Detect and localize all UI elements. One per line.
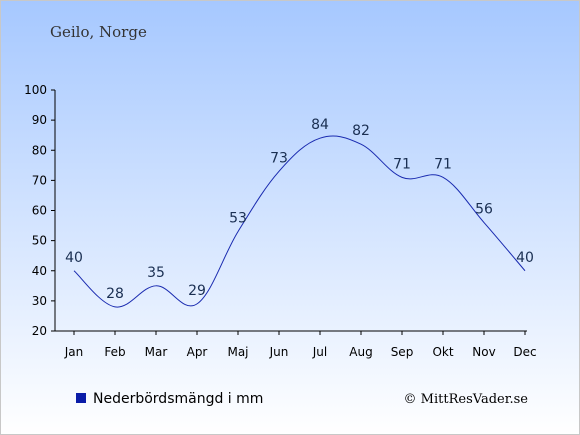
data-label: 35 (147, 265, 165, 281)
y-tick-label: 80 (32, 143, 47, 157)
copyright-text: © MittResVader.se (404, 392, 529, 407)
data-label: 56 (475, 202, 493, 218)
y-tick-label: 40 (32, 264, 47, 278)
x-tick-label: Maj (227, 345, 248, 359)
x-tick-label: Aug (349, 345, 372, 359)
x-tick-label: Apr (187, 345, 208, 359)
y-tick-label: 60 (32, 204, 47, 218)
legend-label: Nederbördsmängd i mm (93, 391, 263, 407)
y-tick-label: 100 (24, 83, 47, 97)
series-line (73, 135, 526, 308)
data-label: 40 (516, 250, 534, 266)
x-tick-label: Sep (391, 345, 414, 359)
data-label: 82 (352, 123, 370, 139)
x-ticks: Jan Feb Mar Apr Maj Jun Jul Aug Sep Okt Nov Dec (64, 331, 537, 359)
x-tick-label: Jan (64, 345, 84, 359)
data-label: 71 (434, 156, 452, 172)
data-label: 40 (65, 250, 83, 266)
data-label: 73 (270, 150, 288, 166)
data-label: 71 (393, 156, 411, 172)
y-tick-label: 20 (32, 324, 47, 338)
y-tick-label: 50 (32, 234, 47, 248)
data-label: 28 (106, 286, 124, 302)
x-tick-label: Okt (432, 345, 453, 359)
y-ticks: 20 30 40 50 60 70 80 90 100 (24, 83, 55, 338)
series-group (73, 135, 526, 308)
data-label: 53 (229, 211, 247, 227)
x-tick-label: Jun (269, 345, 289, 359)
chart-title: Geilo, Norge (50, 23, 147, 41)
data-labels: 40 28 35 29 53 73 84 82 71 71 56 40 (65, 117, 534, 302)
legend-marker (76, 393, 86, 403)
data-label: 84 (311, 117, 329, 133)
x-tick-label: Dec (513, 345, 536, 359)
x-tick-label: Mar (145, 345, 168, 359)
y-tick-label: 90 (32, 113, 47, 127)
y-tick-label: 30 (32, 294, 47, 308)
y-tick-label: 70 (32, 173, 47, 187)
x-tick-label: Nov (472, 345, 495, 359)
x-tick-label: Jul (312, 345, 327, 359)
data-label: 29 (188, 283, 206, 299)
x-tick-label: Feb (104, 345, 125, 359)
